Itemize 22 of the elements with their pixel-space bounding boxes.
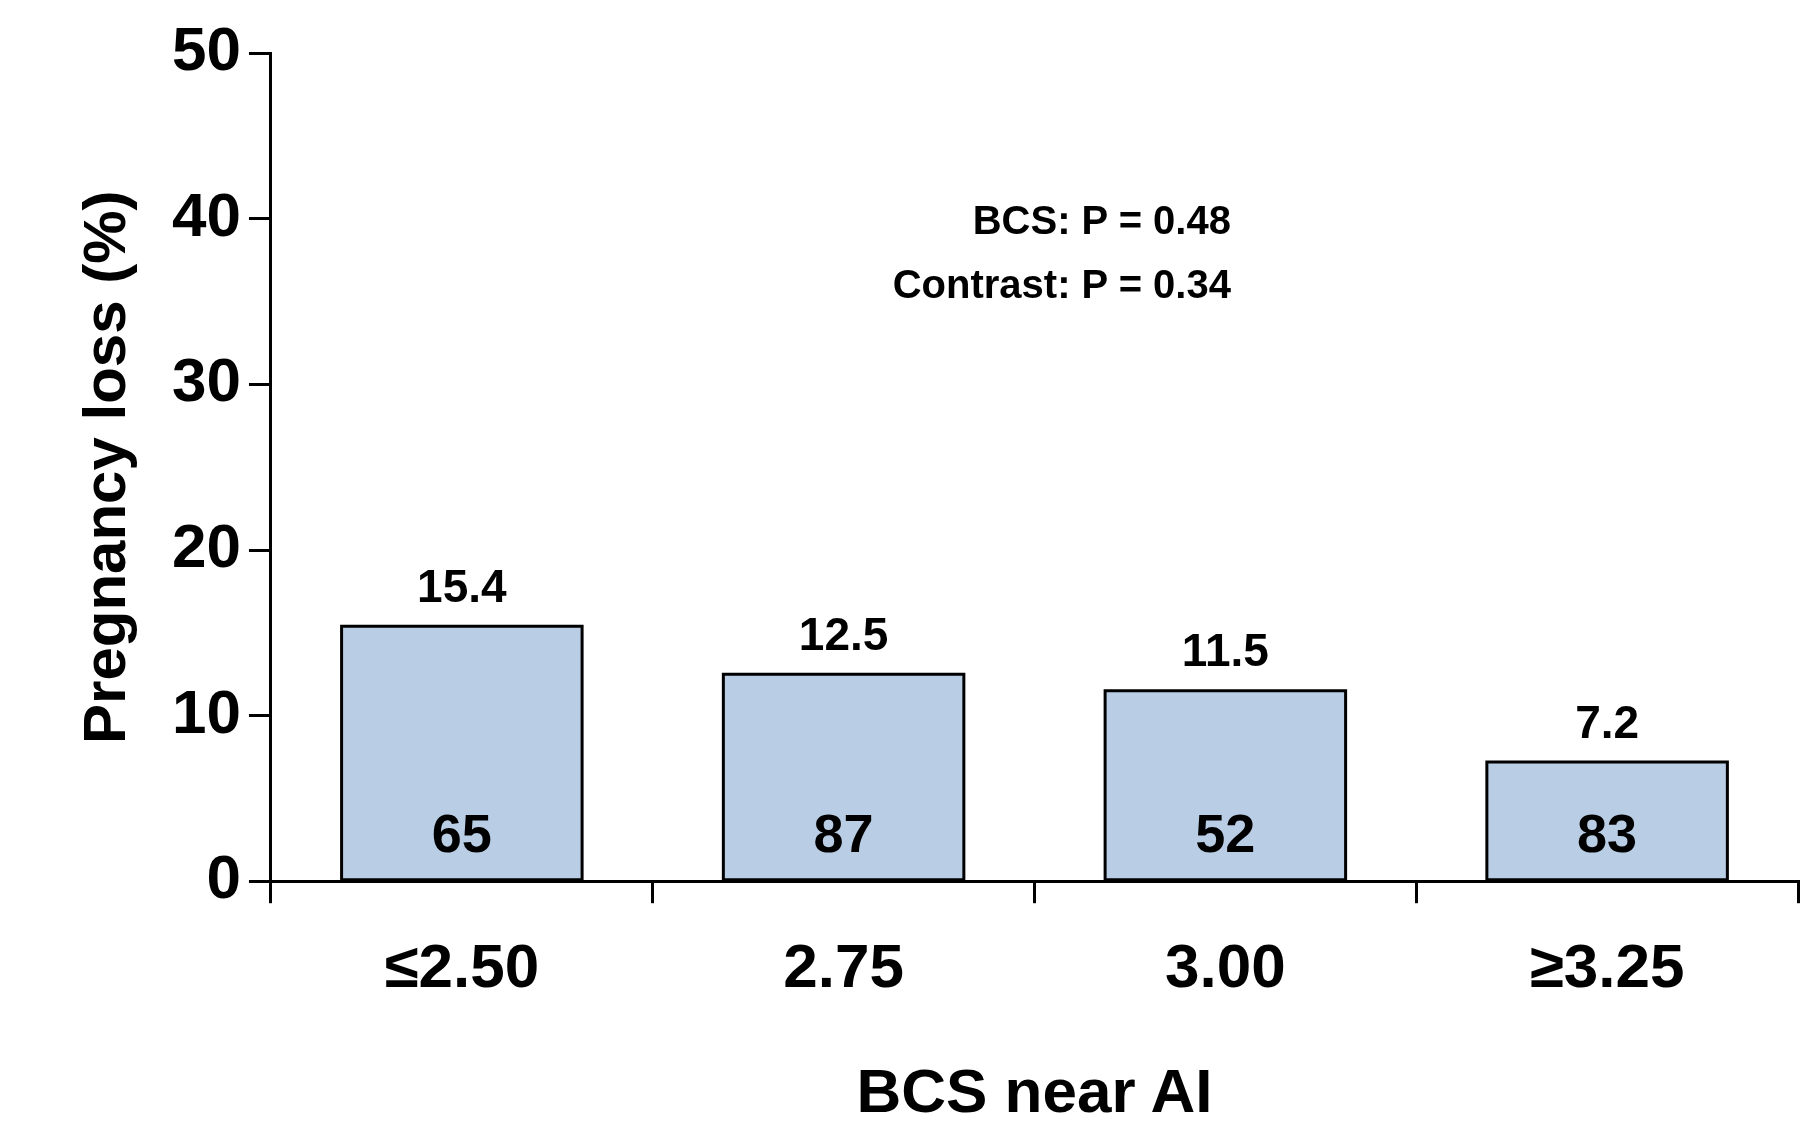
annotation: BCS: P = 0.48 (972, 198, 1231, 243)
annotation: 87 (813, 803, 874, 864)
x-tick-label: ≤2.50 (384, 931, 540, 1001)
x-axis-title: BCS near AI (856, 1055, 1213, 1125)
x-tick-label: 2.75 (783, 931, 904, 1001)
annotation: 65 (431, 803, 492, 864)
x-tick-label: 3.00 (1165, 931, 1286, 1001)
y-tick-label: 0 (206, 842, 241, 912)
y-tick-label: 20 (171, 511, 241, 581)
data-label: 15.4 (417, 559, 508, 612)
y-axis-title: Pregnancy loss (%) (70, 190, 138, 744)
annotation: Contrast: P = 0.34 (892, 262, 1232, 307)
y-tick-label: 50 (171, 14, 241, 84)
data-label: 12.5 (798, 607, 889, 660)
annotation: 83 (1577, 803, 1638, 864)
y-tick-label: 10 (171, 676, 241, 746)
y-tick-label: 30 (171, 345, 241, 415)
data-label: 7.2 (1575, 695, 1640, 748)
x-tick-label: ≥3.25 (1529, 931, 1685, 1001)
y-tick-label: 40 (171, 179, 241, 249)
data-label: 11.5 (1181, 624, 1269, 677)
annotation: 52 (1195, 803, 1256, 864)
